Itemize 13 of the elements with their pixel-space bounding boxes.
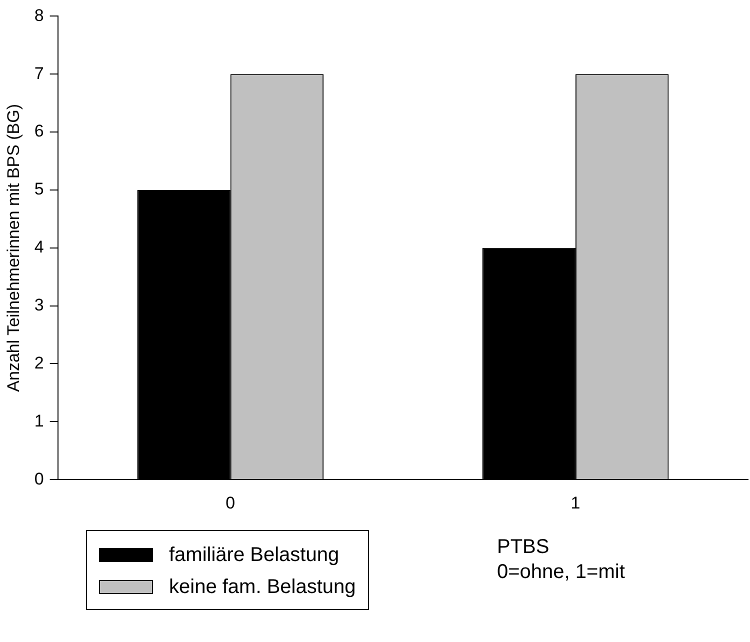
legend-label: keine fam. Belastung bbox=[169, 576, 356, 598]
y-tick-label: 6 bbox=[34, 122, 44, 141]
y-tick-label: 4 bbox=[34, 238, 44, 257]
y-tick-label: 8 bbox=[34, 6, 44, 25]
y-tick-label: 1 bbox=[34, 411, 44, 430]
y-tick-label: 3 bbox=[34, 296, 44, 315]
y-tick-label: 0 bbox=[34, 469, 44, 488]
x-axis-title: PTBS 0=ohne, 1=mit bbox=[497, 535, 625, 585]
y-tick-label: 2 bbox=[34, 353, 44, 372]
y-tick-label: 7 bbox=[34, 64, 44, 83]
y-axis-title: Anzahl Teilnehmerinnen mit BPS (BG) bbox=[4, 104, 23, 392]
legend-label: familiäre Belastung bbox=[169, 544, 340, 566]
y-tick-label: 5 bbox=[34, 180, 44, 199]
